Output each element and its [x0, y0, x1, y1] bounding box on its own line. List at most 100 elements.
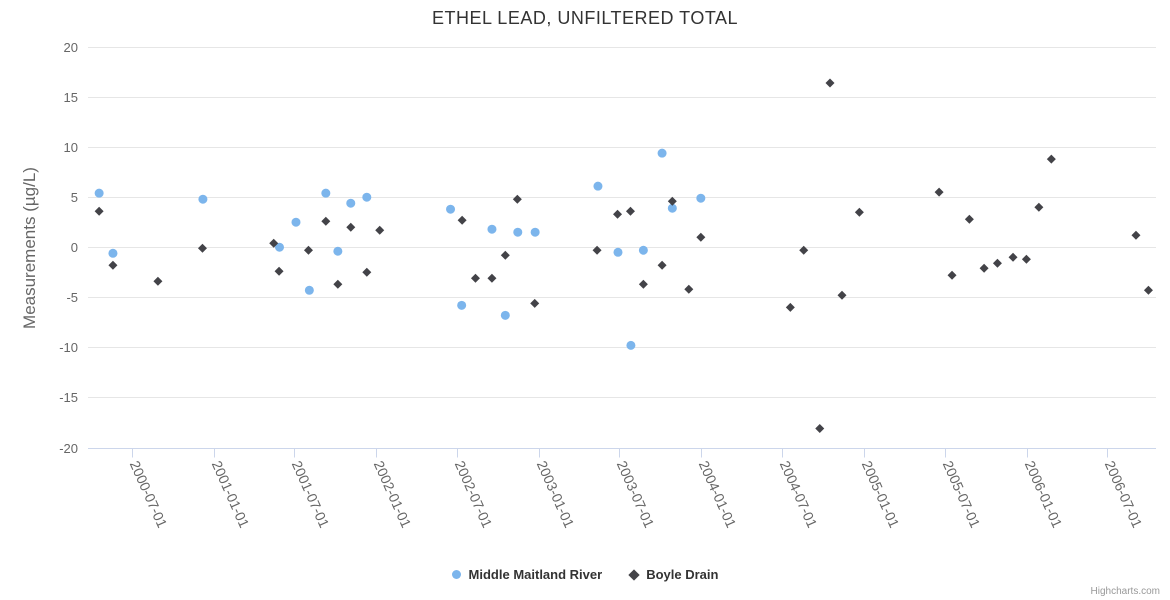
data-point-middle-maitland-river[interactable]: [530, 227, 540, 237]
data-point-middle-maitland-river[interactable]: [626, 340, 636, 350]
data-point-boyle-drain[interactable]: [625, 206, 635, 216]
data-point-boyle-drain[interactable]: [934, 187, 944, 197]
data-point-boyle-drain[interactable]: [274, 266, 284, 276]
y-axis-label: -15: [59, 390, 78, 405]
x-axis-label: 2003-07-01: [614, 458, 658, 530]
data-point-boyle-drain[interactable]: [269, 238, 279, 248]
data-point-boyle-drain[interactable]: [470, 273, 480, 283]
data-point-boyle-drain[interactable]: [346, 222, 356, 232]
data-point-boyle-drain[interactable]: [638, 279, 648, 289]
data-point-boyle-drain[interactable]: [1046, 154, 1056, 164]
data-point-boyle-drain[interactable]: [854, 207, 864, 217]
data-point-middle-maitland-river[interactable]: [638, 245, 648, 255]
data-point-boyle-drain[interactable]: [815, 423, 825, 433]
data-point-boyle-drain[interactable]: [1034, 202, 1044, 212]
x-axis-label: 2005-07-01: [940, 458, 984, 530]
y-axis-label: 0: [71, 240, 78, 255]
data-point-middle-maitland-river[interactable]: [696, 193, 706, 203]
data-point-middle-maitland-river[interactable]: [346, 198, 356, 208]
data-point-middle-maitland-river[interactable]: [487, 224, 497, 234]
data-point-middle-maitland-river[interactable]: [500, 310, 510, 320]
data-point-boyle-drain[interactable]: [108, 260, 118, 270]
data-point-boyle-drain[interactable]: [979, 263, 989, 273]
diamond-marker-icon: [628, 568, 640, 581]
x-axis-label: 2002-07-01: [452, 458, 496, 530]
x-axis-label: 2006-07-01: [1102, 458, 1146, 530]
credits-link[interactable]: Highcharts.com: [1090, 586, 1160, 597]
y-axis-label: 15: [64, 90, 78, 105]
data-point-boyle-drain[interactable]: [696, 232, 706, 242]
data-point-boyle-drain[interactable]: [1143, 285, 1153, 295]
legend-label: Boyle Drain: [646, 567, 719, 582]
y-axis-label: 10: [64, 140, 78, 155]
data-point-boyle-drain[interactable]: [657, 260, 667, 270]
data-point-middle-maitland-river[interactable]: [593, 181, 603, 191]
data-point-middle-maitland-river[interactable]: [333, 246, 343, 256]
y-axis-title: Measurements (µg/L): [20, 167, 39, 329]
data-point-middle-maitland-river[interactable]: [513, 227, 523, 237]
x-axis-label: 2002-01-01: [371, 458, 415, 530]
data-point-boyle-drain[interactable]: [992, 258, 1002, 268]
data-point-boyle-drain[interactable]: [153, 276, 163, 286]
data-point-boyle-drain[interactable]: [375, 225, 385, 235]
x-axis-label: 2006-01-01: [1022, 458, 1066, 530]
legend-item-middle-maitland-river[interactable]: Middle Maitland River: [451, 567, 603, 582]
data-point-boyle-drain[interactable]: [303, 245, 313, 255]
x-axis-label: 2001-07-01: [289, 458, 333, 530]
data-point-middle-maitland-river[interactable]: [446, 204, 456, 214]
data-point-boyle-drain[interactable]: [457, 215, 467, 225]
data-point-boyle-drain[interactable]: [362, 267, 372, 277]
data-point-middle-maitland-river[interactable]: [94, 188, 104, 198]
data-point-boyle-drain[interactable]: [613, 209, 623, 219]
data-point-boyle-drain[interactable]: [333, 279, 343, 289]
data-point-boyle-drain[interactable]: [500, 250, 510, 260]
data-point-boyle-drain[interactable]: [785, 302, 795, 312]
legend-item-boyle-drain[interactable]: Boyle Drain: [628, 567, 719, 582]
data-point-middle-maitland-river[interactable]: [304, 285, 314, 295]
data-point-middle-maitland-river[interactable]: [457, 300, 467, 310]
y-axis-label: -10: [59, 340, 78, 355]
legend-label: Middle Maitland River: [468, 567, 603, 582]
data-point-middle-maitland-river[interactable]: [667, 203, 677, 213]
legend: Middle Maitland River Boyle Drain: [0, 567, 1170, 582]
data-point-boyle-drain[interactable]: [94, 206, 104, 216]
data-point-middle-maitland-river[interactable]: [613, 247, 623, 257]
y-axis-label: 5: [71, 190, 78, 205]
data-point-boyle-drain[interactable]: [1131, 230, 1141, 240]
data-point-middle-maitland-river[interactable]: [321, 188, 331, 198]
data-point-middle-maitland-river[interactable]: [275, 242, 285, 252]
y-axis-label: 20: [64, 40, 78, 55]
x-axis-label: 2000-07-01: [127, 458, 171, 530]
y-axis-label: -20: [59, 441, 78, 456]
data-point-boyle-drain[interactable]: [799, 245, 809, 255]
data-point-boyle-drain[interactable]: [197, 243, 207, 253]
data-point-boyle-drain[interactable]: [512, 194, 522, 204]
x-axis-label: 2005-01-01: [859, 458, 903, 530]
data-point-boyle-drain[interactable]: [684, 284, 694, 294]
circle-marker-icon: [451, 570, 461, 579]
data-point-middle-maitland-river[interactable]: [657, 148, 667, 158]
data-point-boyle-drain[interactable]: [964, 214, 974, 224]
chart-title: ETHEL LEAD, UNFILTERED TOTAL: [431, 8, 739, 28]
data-point-boyle-drain[interactable]: [667, 196, 677, 206]
x-axis-label: 2001-01-01: [209, 458, 253, 530]
data-point-boyle-drain[interactable]: [947, 270, 957, 280]
data-point-boyle-drain[interactable]: [837, 290, 847, 300]
data-point-boyle-drain[interactable]: [1021, 254, 1031, 264]
data-point-middle-maitland-river[interactable]: [108, 248, 118, 258]
data-point-boyle-drain[interactable]: [592, 245, 602, 255]
data-point-boyle-drain[interactable]: [825, 78, 835, 88]
x-axis-label: 2004-07-01: [777, 458, 821, 530]
data-point-middle-maitland-river[interactable]: [362, 192, 372, 202]
data-point-middle-maitland-river[interactable]: [291, 217, 301, 227]
x-axis-label: 2003-01-01: [534, 458, 578, 530]
data-point-boyle-drain[interactable]: [487, 273, 497, 283]
y-axis-label: -5: [66, 290, 78, 305]
x-axis-label: 2004-01-01: [696, 458, 740, 530]
data-point-boyle-drain[interactable]: [321, 216, 331, 226]
data-point-boyle-drain[interactable]: [530, 298, 540, 308]
data-point-boyle-drain[interactable]: [1008, 252, 1018, 262]
data-point-middle-maitland-river[interactable]: [198, 194, 208, 204]
